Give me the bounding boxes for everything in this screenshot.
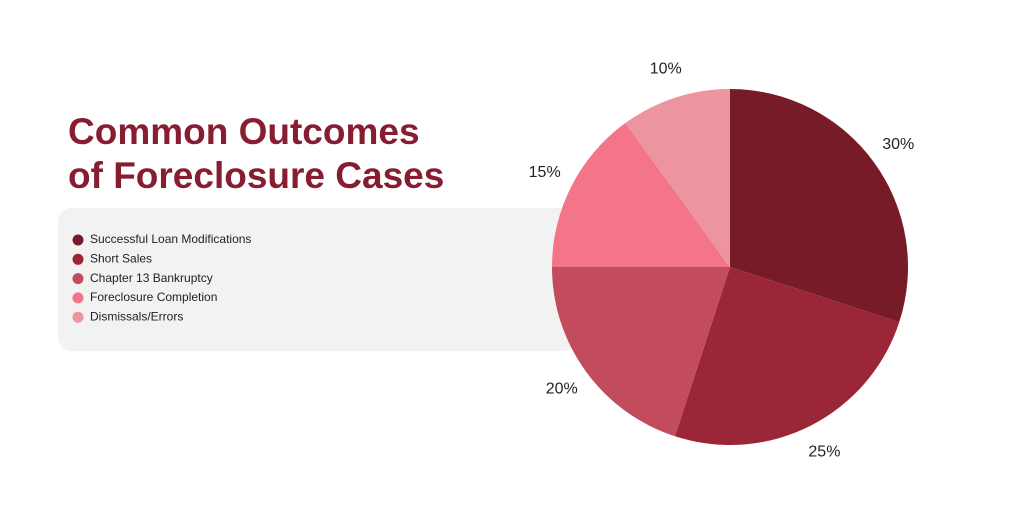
legend-marker [72,292,84,304]
data-label: 10% [650,60,682,77]
data-label: 15% [529,164,561,181]
data-label: 20% [546,380,578,397]
pie-slice [730,89,908,323]
pie-slice [552,267,730,437]
chart-title: Common Outcomes of Foreclosure Cases [68,111,445,196]
legend-label: Chapter 13 Bankruptcy [90,271,213,285]
legend-marker [72,234,84,246]
legend-label: Successful Loan Modifications [90,232,251,246]
legend-label: Dismissals/Errors [90,309,183,323]
legend-box [58,208,578,351]
pie-slice [674,267,900,445]
legend-marker [72,311,84,323]
legend-marker [72,273,84,285]
pie-slice [625,89,730,267]
pie-slice [552,122,730,268]
legend-marker [72,253,84,265]
data-label: 30% [882,136,914,153]
data-label: 25% [808,444,840,461]
legend-label: Foreclosure Completion [90,290,217,304]
legend-label: Short Sales [90,251,152,265]
